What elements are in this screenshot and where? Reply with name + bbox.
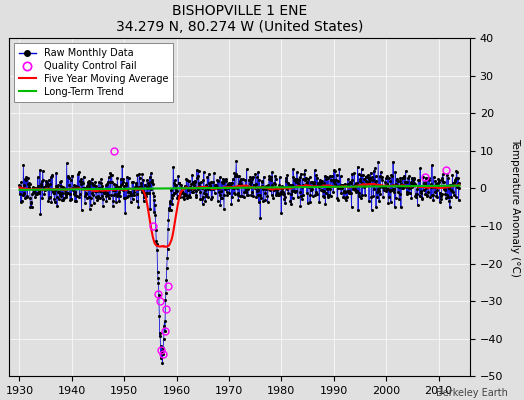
Text: Berkeley Earth: Berkeley Earth [436,388,508,398]
Legend: Raw Monthly Data, Quality Control Fail, Five Year Moving Average, Long-Term Tren: Raw Monthly Data, Quality Control Fail, … [14,43,173,102]
Title: BISHOPVILLE 1 ENE
34.279 N, 80.274 W (United States): BISHOPVILLE 1 ENE 34.279 N, 80.274 W (Un… [116,4,363,34]
Y-axis label: Temperature Anomaly (°C): Temperature Anomaly (°C) [510,138,520,277]
